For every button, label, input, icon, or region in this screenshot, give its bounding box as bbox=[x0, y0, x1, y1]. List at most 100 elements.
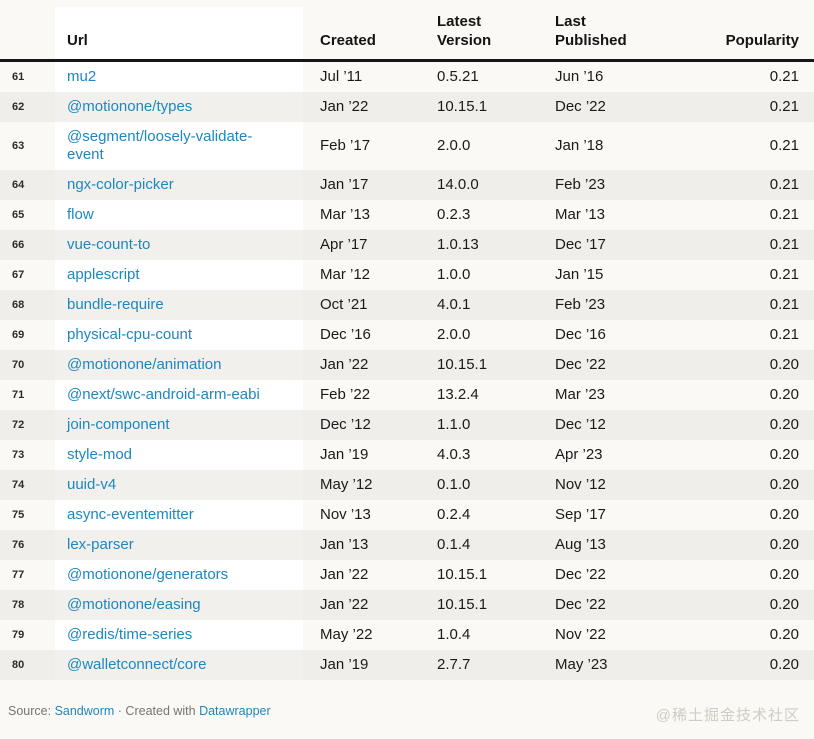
table-row: 72 join-component Dec ’12 1.1.0 Dec ’12 … bbox=[0, 410, 814, 440]
row-number: 67 bbox=[12, 269, 25, 281]
created-cell: Jan ’19 bbox=[320, 656, 369, 673]
header-label-last-published: Last Published bbox=[555, 13, 627, 49]
created-cell: May ’12 bbox=[320, 476, 373, 493]
created-cell: Jan ’22 bbox=[320, 356, 369, 373]
last-published-cell: Sep ’17 bbox=[555, 506, 606, 523]
table-row: 66 vue-count-to Apr ’17 1.0.13 Dec ’17 0… bbox=[0, 230, 814, 260]
url-cell: uuid-v4 bbox=[55, 470, 303, 500]
url-cell: @motionone/generators bbox=[55, 560, 303, 590]
last-published-cell: Dec ’22 bbox=[555, 596, 606, 613]
table-row: 79 @redis/time-series May ’22 1.0.4 Nov … bbox=[0, 620, 814, 650]
last-published-cell: Jan ’18 bbox=[555, 137, 604, 154]
package-link[interactable]: @segment/loosely-validate-event bbox=[67, 128, 253, 163]
source-link[interactable]: Sandworm bbox=[54, 704, 115, 718]
package-link[interactable]: uuid-v4 bbox=[67, 476, 117, 493]
package-link[interactable]: style-mod bbox=[67, 446, 133, 463]
last-published-cell: Nov ’22 bbox=[555, 626, 606, 643]
header-cell-url[interactable]: Url bbox=[55, 7, 303, 59]
datawrapper-link[interactable]: Datawrapper bbox=[199, 704, 271, 718]
header-cell-popularity[interactable]: Popularity bbox=[680, 7, 814, 59]
latest-version-cell: 4.0.1 bbox=[437, 296, 471, 313]
table-row: 69 physical-cpu-count Dec ’16 2.0.0 Dec … bbox=[0, 320, 814, 350]
header-cell-created[interactable]: Created bbox=[303, 7, 437, 59]
last-published-cell: Dec ’12 bbox=[555, 416, 606, 433]
url-cell: vue-count-to bbox=[55, 230, 303, 260]
last-published-cell: Dec ’16 bbox=[555, 326, 606, 343]
package-link[interactable]: @next/swc-android-arm-eabi bbox=[67, 386, 260, 403]
header-cell-last-published[interactable]: Last Published bbox=[555, 7, 680, 59]
popularity-cell: 0.21 bbox=[769, 296, 799, 313]
package-link[interactable]: join-component bbox=[67, 416, 170, 433]
latest-version-cell: 1.0.0 bbox=[437, 266, 471, 283]
url-cell: bundle-require bbox=[55, 290, 303, 320]
row-number: 64 bbox=[12, 179, 25, 191]
url-cell: mu2 bbox=[55, 62, 303, 92]
table-row: 62 @motionone/types Jan ’22 10.15.1 Dec … bbox=[0, 92, 814, 122]
latest-version-cell: 1.1.0 bbox=[437, 416, 471, 433]
package-link[interactable]: @motionone/animation bbox=[67, 356, 222, 373]
package-link[interactable]: mu2 bbox=[67, 68, 97, 85]
popularity-cell: 0.21 bbox=[769, 176, 799, 193]
table-row: 78 @motionone/easing Jan ’22 10.15.1 Dec… bbox=[0, 590, 814, 620]
created-with-label: Created with bbox=[125, 704, 200, 718]
table-row: 73 style-mod Jan ’19 4.0.3 Apr ’23 0.20 bbox=[0, 440, 814, 470]
created-cell: Feb ’22 bbox=[320, 386, 371, 403]
row-number: 78 bbox=[12, 599, 25, 611]
popularity-cell: 0.20 bbox=[769, 656, 799, 673]
package-link[interactable]: vue-count-to bbox=[67, 236, 151, 253]
row-number: 70 bbox=[12, 359, 25, 371]
row-number: 66 bbox=[12, 239, 25, 251]
table-header-row: Url Created Latest Version Last Publishe… bbox=[0, 0, 814, 62]
package-link[interactable]: @motionone/types bbox=[67, 98, 193, 115]
created-cell: Apr ’17 bbox=[320, 236, 368, 253]
package-link[interactable]: async-eventemitter bbox=[67, 506, 194, 523]
latest-version-cell: 1.0.4 bbox=[437, 626, 471, 643]
popularity-cell: 0.21 bbox=[769, 326, 799, 343]
source-line: Source: Sandworm · Created with Datawrap… bbox=[8, 704, 271, 718]
header-label-popularity: Popularity bbox=[725, 32, 799, 49]
header-cell-latest-version[interactable]: Latest Version bbox=[437, 7, 555, 59]
url-cell: @walletconnect/core bbox=[55, 650, 303, 680]
watermark-text: @稀土掘金技术社区 bbox=[655, 707, 800, 724]
package-link[interactable]: ngx-color-picker bbox=[67, 176, 174, 193]
row-number: 74 bbox=[12, 479, 25, 491]
url-cell: style-mod bbox=[55, 440, 303, 470]
header-label-latest-version: Latest Version bbox=[437, 13, 492, 49]
popularity-cell: 0.20 bbox=[769, 416, 799, 433]
last-published-cell: Dec ’22 bbox=[555, 356, 606, 373]
popularity-cell: 0.21 bbox=[769, 206, 799, 223]
created-cell: Mar ’13 bbox=[320, 206, 371, 223]
package-link[interactable]: bundle-require bbox=[67, 296, 164, 313]
row-number: 61 bbox=[12, 71, 25, 83]
latest-version-cell: 2.0.0 bbox=[437, 137, 471, 154]
package-link[interactable]: @motionone/easing bbox=[67, 596, 201, 613]
latest-version-cell: 14.0.0 bbox=[437, 176, 479, 193]
package-link[interactable]: @walletconnect/core bbox=[67, 656, 207, 673]
latest-version-cell: 0.1.4 bbox=[437, 536, 471, 553]
created-cell: Jan ’22 bbox=[320, 596, 369, 613]
url-cell: applescript bbox=[55, 260, 303, 290]
latest-version-cell: 10.15.1 bbox=[437, 98, 488, 115]
package-link[interactable]: @redis/time-series bbox=[67, 626, 193, 643]
created-cell: Mar ’12 bbox=[320, 266, 371, 283]
latest-version-cell: 0.2.3 bbox=[437, 206, 471, 223]
popularity-cell: 0.20 bbox=[769, 476, 799, 493]
package-link[interactable]: applescript bbox=[67, 266, 140, 283]
row-number: 79 bbox=[12, 629, 25, 641]
last-published-cell: Dec ’17 bbox=[555, 236, 606, 253]
created-cell: Feb ’17 bbox=[320, 137, 371, 154]
header-cell-index bbox=[0, 7, 55, 59]
package-link[interactable]: lex-parser bbox=[67, 536, 134, 553]
latest-version-cell: 0.1.0 bbox=[437, 476, 471, 493]
popularity-cell: 0.20 bbox=[769, 596, 799, 613]
last-published-cell: Dec ’22 bbox=[555, 566, 606, 583]
package-link[interactable]: physical-cpu-count bbox=[67, 326, 193, 343]
package-link[interactable]: @motionone/generators bbox=[67, 566, 229, 583]
table-row: 65 flow Mar ’13 0.2.3 Mar ’13 0.21 bbox=[0, 200, 814, 230]
row-number: 68 bbox=[12, 299, 25, 311]
package-link[interactable]: flow bbox=[67, 206, 94, 223]
created-cell: Jan ’17 bbox=[320, 176, 369, 193]
latest-version-cell: 2.0.0 bbox=[437, 326, 471, 343]
popularity-cell: 0.21 bbox=[769, 68, 799, 85]
